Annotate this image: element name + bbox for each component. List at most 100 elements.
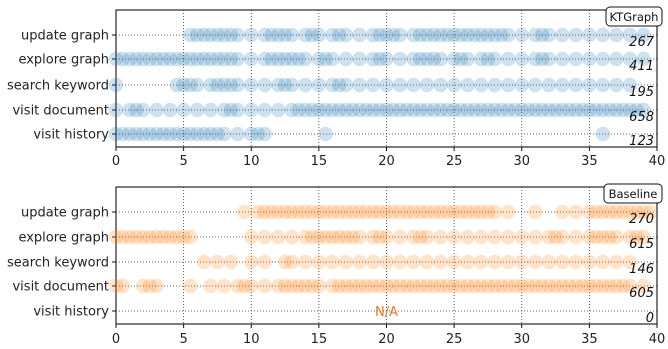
point-explore-graph-47 [501,51,516,67]
point-update-graph-51 [636,27,651,43]
point-update-graph-11 [271,27,286,43]
point-explore-graph-55 [595,51,611,67]
point-visit-document-26 [372,278,387,294]
point-update-graph-20 [352,27,367,43]
point-visit-document-4 [149,278,164,294]
point-visit-document-37 [446,278,462,294]
point-search-keyword-31 [501,77,516,93]
point-update-graph-6 [284,204,300,220]
point-explore-graph-30 [413,229,428,245]
point-explore-graph-29 [406,229,421,245]
row-count: 267 [629,35,655,50]
point-visit-document-64 [615,102,631,118]
point-visit-document-56 [575,278,590,294]
point-update-graph-33 [453,27,469,43]
series-search-keyword [108,77,638,93]
point-visit-document-64 [636,278,651,294]
point-visit-document-61 [609,278,624,294]
point-explore-graph-51 [541,51,556,67]
point-explore-graph-34 [460,229,475,245]
point-explore-graph-43 [568,229,584,245]
badge-label: KTGraph [610,10,659,24]
point-visit-document-46 [507,278,523,294]
point-update-graph-11 [318,204,333,220]
point-explore-graph-22 [271,51,286,67]
point-update-graph-31 [453,204,469,220]
point-visit-history-13 [196,126,212,142]
row-label: visit history [33,128,109,143]
point-visit-document-8 [203,102,218,118]
point-update-graph-19 [372,204,387,220]
row-count: 411 [629,59,654,74]
point-explore-graph-14 [271,229,286,245]
point-search-keyword-30 [487,77,502,93]
point-visit-document-41 [473,278,489,294]
point-explore-graph-48 [609,229,624,245]
point-update-graph-10 [311,204,327,220]
point-visit-document-42 [480,278,496,294]
point-explore-graph-52 [555,51,570,67]
point-visit-document-44 [494,278,509,294]
point-update-graph-32 [460,204,475,220]
point-explore-graph-5 [142,51,158,67]
point-update-graph-36 [473,27,489,43]
point-search-keyword-19 [460,254,475,270]
point-visit-document-62 [602,102,617,118]
point-update-graph-35 [467,27,482,43]
point-visit-document-19 [311,102,327,118]
point-search-keyword-29 [595,254,611,270]
x-tick-label: 10 [243,154,260,169]
point-explore-graph-46 [487,51,502,67]
point-update-graph-46 [568,27,584,43]
point-search-keyword-23 [514,254,529,270]
point-visit-document-15 [291,278,306,294]
point-visit-document-31 [406,278,421,294]
point-search-keyword-0 [108,77,124,93]
point-visit-document-21 [338,278,354,294]
x-tick-label: 30 [513,332,530,347]
point-update-graph-43 [534,27,550,43]
point-visit-document-18 [304,102,320,118]
point-explore-graph-3 [129,229,144,245]
point-explore-graph-48 [514,51,529,67]
point-explore-graph-15 [210,51,225,67]
point-visit-document-43 [473,102,489,118]
point-update-graph-28 [433,204,448,220]
point-update-graph-20 [379,204,394,220]
point-update-graph-26 [419,204,435,220]
point-search-keyword-22 [501,254,516,270]
point-explore-graph-32 [365,51,381,67]
point-update-graph-5 [277,204,293,220]
point-search-keyword-10 [244,77,259,93]
row-count: 195 [629,85,654,100]
point-visit-history-12 [189,126,205,142]
row-label: update graph [21,29,109,44]
na-annotation: N/A [375,305,398,320]
point-update-graph-29 [440,204,455,220]
point-visit-history-9 [169,126,185,142]
point-visit-document-23 [338,102,354,118]
point-visit-document-57 [568,102,584,118]
point-update-graph-27 [426,204,442,220]
x-tick-label: 25 [446,332,463,347]
point-update-graph-41 [514,27,529,43]
point-explore-graph-17 [223,51,239,67]
row-count: 270 [629,212,654,227]
point-visit-document-8 [230,278,245,294]
point-update-graph-30 [446,204,462,220]
point-visit-document-28 [372,102,387,118]
point-search-keyword-27 [568,254,584,270]
point-visit-document-20 [331,278,347,294]
row-label: visit document [12,104,109,119]
point-visit-document-61 [595,102,611,118]
point-explore-graph-19 [244,51,259,67]
row-count: 0 [646,311,654,326]
series-explore-graph [108,51,651,67]
point-search-keyword-11 [352,254,367,270]
point-visit-document-59 [582,102,597,118]
point-explore-graph-12 [244,229,259,245]
point-visit-document-49 [528,278,543,294]
point-explore-graph-2 [122,51,137,67]
point-search-keyword-9 [325,254,340,270]
point-explore-graph-41 [446,51,462,67]
